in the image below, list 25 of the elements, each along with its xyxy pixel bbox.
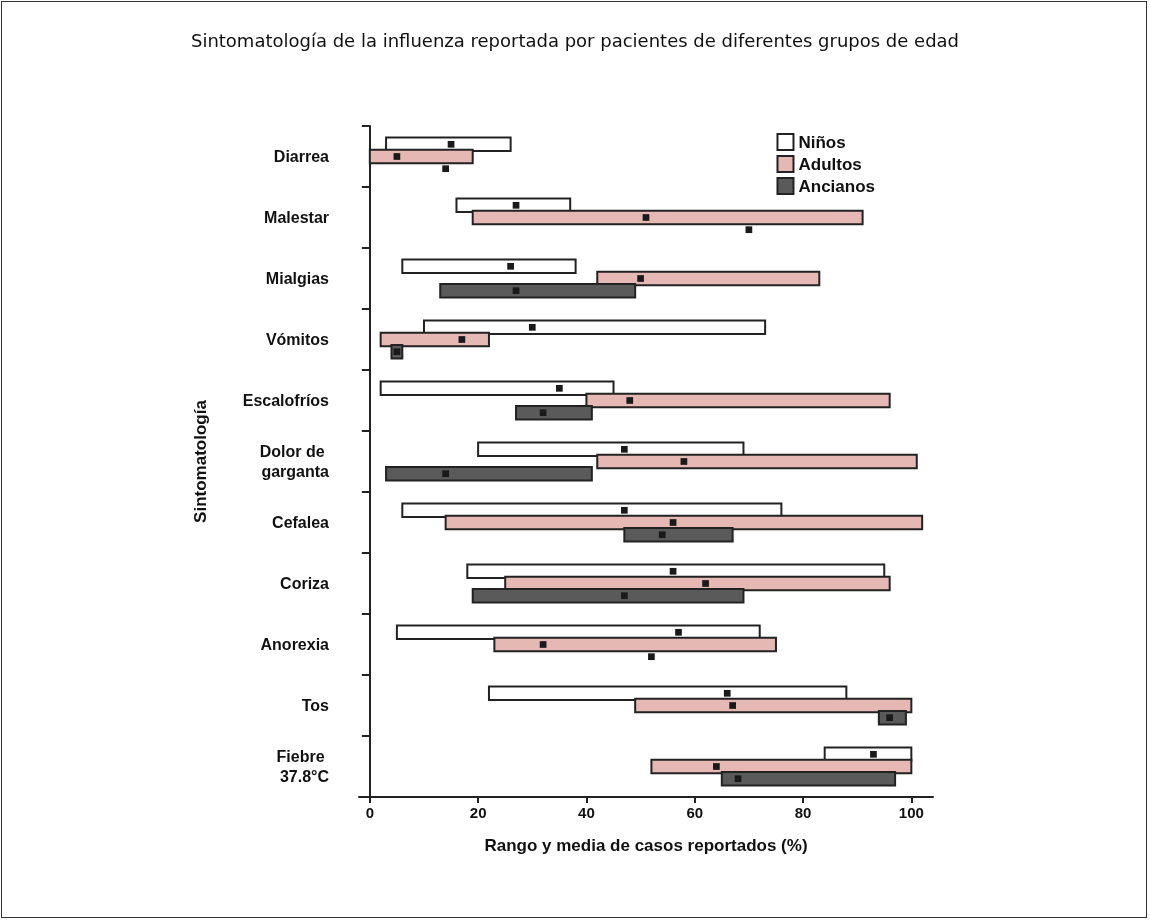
y-tick-label: Anorexia	[260, 636, 330, 653]
bar	[401, 258, 577, 275]
y-tick-label: Escalofríos	[242, 392, 330, 409]
x-axis-title: Rango y media de casos reportados (%)	[484, 836, 808, 855]
y-tick-label: Malestar	[264, 209, 329, 226]
legend-label: Ancianos	[798, 176, 876, 196]
x-tick-label: 80	[794, 804, 812, 821]
legend-label: Niños	[798, 132, 846, 152]
x-tick-label: 20	[469, 804, 487, 821]
y-tick-label: Fiebre 37.8°C	[276, 748, 330, 785]
bar	[385, 465, 593, 482]
y-tick-label: Dolor de garganta	[259, 443, 330, 480]
y-axis-title: Sintomatología	[191, 399, 210, 523]
y-tick-label: Diarrea	[273, 148, 330, 165]
y-tick-label: Cefalea	[272, 514, 330, 531]
chart-title: Sintomatología de la influenza reportada por pacientes de diferentes grupos de edad	[190, 29, 960, 51]
y-tick-label: Coriza	[280, 575, 330, 592]
y-tick-label: Vómitos	[265, 331, 330, 348]
x-tick-label: 0	[365, 804, 374, 821]
x-tick-label: 40	[578, 804, 595, 821]
x-tick-label: 60	[686, 804, 704, 821]
legend-label: Adultos	[798, 154, 862, 174]
y-tick-label: Mialgias	[265, 270, 330, 287]
x-tick-label: 100	[898, 804, 924, 821]
y-tick-label: Tos	[301, 697, 330, 714]
